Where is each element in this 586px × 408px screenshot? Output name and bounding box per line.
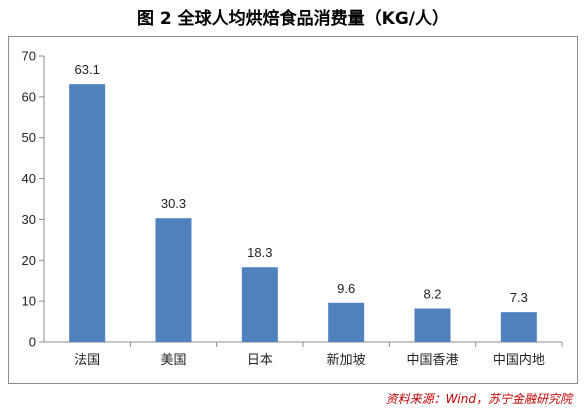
data-label: 18.3 (247, 245, 272, 260)
data-label: 9.6 (337, 281, 355, 296)
bar-3 (328, 302, 365, 342)
category-label: 日本 (247, 353, 273, 368)
bar-4 (414, 308, 451, 342)
y-tick-label: 60 (22, 89, 36, 104)
category-label: 新加坡 (327, 352, 366, 368)
category-label: 中国香港 (406, 353, 458, 368)
y-tick-label: 0 (29, 335, 36, 350)
category-label: 美国 (160, 353, 186, 368)
y-tick-label: 70 (22, 49, 36, 64)
chart-title: 图 2 全球人均烘焙食品消费量（KG/人） (136, 9, 449, 29)
category-label: 法国 (74, 353, 100, 368)
bar-5 (500, 312, 537, 342)
data-label: 8.2 (423, 286, 441, 301)
source-note: 资料来源：Wind，苏宁金融研究院 (385, 392, 572, 406)
y-tick-label: 10 (22, 294, 36, 309)
bar-2 (241, 267, 278, 342)
data-label: 63.1 (75, 62, 100, 77)
bar-chart: 0 10 20 30 40 50 60 70 63.1 法国 30.3 美国 18.3 日本 9.6 新加坡 8… (22, 49, 563, 368)
category-label: 中国内地 (493, 352, 545, 368)
bar-1 (155, 218, 192, 342)
data-label: 7.3 (510, 290, 528, 305)
bar-0 (69, 84, 106, 342)
y-tick-label: 50 (22, 130, 36, 145)
y-tick-label: 20 (22, 253, 36, 268)
y-tick-label: 30 (22, 212, 36, 227)
chart-frame (8, 36, 578, 384)
data-label: 30.3 (161, 196, 186, 211)
y-tick-label: 40 (22, 171, 36, 186)
